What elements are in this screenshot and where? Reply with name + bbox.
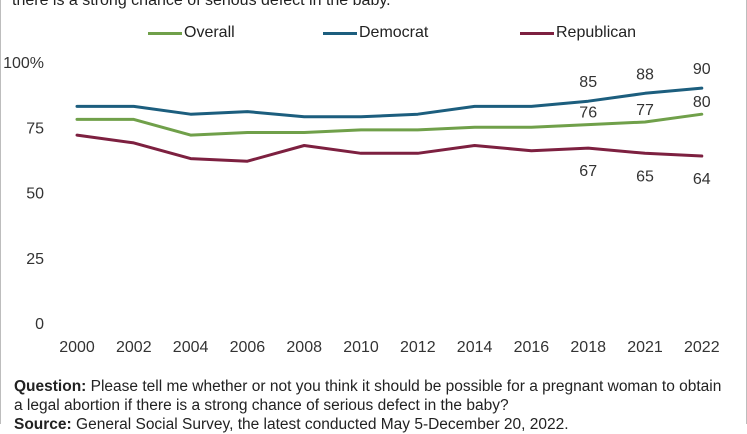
x-tick-label: 2008 — [286, 339, 322, 356]
data-label-republican: 64 — [693, 171, 711, 188]
y-tick-label: 0 — [35, 316, 44, 333]
legend: Overall Democrat Republican — [0, 24, 747, 44]
data-label-republican: 67 — [579, 163, 597, 180]
legend-swatch-republican — [520, 31, 554, 35]
legend-label-overall: Overall — [184, 24, 235, 41]
x-tick-label: 2014 — [457, 339, 493, 356]
data-label-overall: 76 — [579, 105, 597, 122]
y-tick-label: 100% — [3, 55, 44, 72]
source-label: Source: — [14, 416, 72, 433]
x-tick-label: 2002 — [116, 339, 152, 356]
question-label: Question: — [14, 378, 87, 395]
x-tick-label: 2021 — [627, 339, 663, 356]
legend-label-republican: Republican — [556, 24, 637, 41]
data-label-republican: 65 — [636, 168, 654, 185]
chart-title-fragment: there is a strong chance of serious defe… — [12, 0, 391, 9]
series-line-overall — [75, 112, 704, 137]
x-tick-label: 2022 — [684, 339, 720, 356]
data-label-democrat: 90 — [693, 61, 711, 78]
legend-item-democrat: Democrat — [323, 24, 428, 42]
question-note: Question: Please tell me whether or not … — [14, 377, 734, 415]
data-label-overall: 77 — [636, 102, 654, 119]
series-line-republican — [75, 133, 704, 163]
legend-label-democrat: Democrat — [359, 24, 429, 41]
legend-item-republican: Republican — [520, 24, 636, 42]
x-tick-label: 2004 — [173, 339, 209, 356]
series-line-democrat — [75, 86, 704, 119]
legend-item-overall: Overall — [148, 24, 235, 42]
source-text: General Social Survey, the latest conduc… — [71, 416, 569, 433]
x-tick-label: 2018 — [570, 339, 606, 356]
legend-swatch-democrat — [323, 31, 357, 35]
x-tick-label: 2012 — [400, 339, 436, 356]
x-tick-label: 2000 — [59, 339, 95, 356]
legend-swatch-overall — [148, 31, 182, 35]
y-tick-label: 25 — [26, 251, 44, 268]
chart-footer: Question: Please tell me whether or not … — [14, 377, 734, 434]
data-label-democrat: 85 — [579, 74, 597, 91]
source-note: Source: General Social Survey, the lates… — [14, 415, 734, 434]
data-label-overall: 80 — [693, 94, 711, 111]
y-tick-label: 50 — [26, 186, 44, 203]
x-tick-label: 2006 — [230, 339, 266, 356]
question-text: Please tell me whether or not you think … — [14, 378, 722, 414]
x-tick-label: 2010 — [343, 339, 379, 356]
y-tick-label: 75 — [26, 120, 44, 137]
x-tick-label: 2016 — [514, 339, 550, 356]
line-chart: 0 25 50 75 100% 2000 2002 2004 2006 2008 2010 2012 2… — [3, 55, 720, 356]
data-label-democrat: 88 — [636, 66, 654, 83]
